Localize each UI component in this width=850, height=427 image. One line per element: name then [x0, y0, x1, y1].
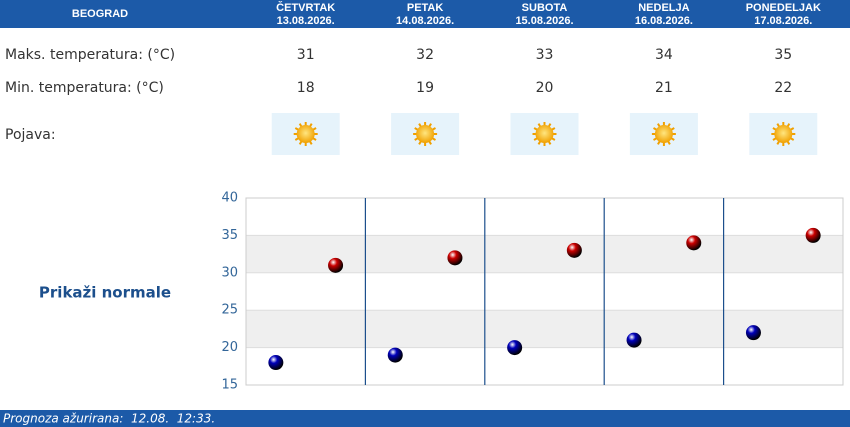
y-tick-label: 15: [221, 378, 238, 393]
max-temp: 33: [536, 47, 554, 63]
day-date: 16.08.2026.: [635, 15, 693, 27]
day-name: NEDELJA: [638, 2, 689, 14]
temp-dot: [745, 325, 761, 341]
band: [246, 235, 843, 273]
show-normals[interactable]: Prikaži normale: [39, 284, 171, 302]
sun-icon: [296, 125, 315, 143]
day-date: 13.08.2026.: [277, 15, 335, 27]
city: BEOGRAD: [72, 8, 128, 20]
footer-text: Prognoza ažurirana: 12.08. 12:33.: [3, 412, 215, 426]
day-date: 17.08.2026.: [754, 15, 812, 27]
sun-icon: [416, 125, 435, 143]
plot-frame: [245, 197, 844, 386]
temp-dot: [507, 340, 523, 356]
y-tick-label: 30: [221, 265, 238, 280]
day-name: PONEDELJAK: [746, 2, 821, 14]
max-temp: 35: [774, 47, 792, 63]
day-name: ČETVRTAK: [276, 1, 335, 14]
max-temp: 32: [416, 47, 434, 63]
y-tick-label: 40: [221, 191, 238, 206]
row-label: Min. temperatura: (°C): [5, 80, 164, 96]
temp-dot: [686, 235, 702, 251]
min-temp: 21: [655, 80, 673, 96]
sun-icon: [654, 125, 673, 143]
temp-dot: [387, 347, 403, 363]
day-date: 15.08.2026.: [515, 15, 573, 27]
temp-dot: [328, 257, 344, 273]
temp-dot: [805, 227, 821, 243]
temp-dot: [268, 355, 284, 371]
min-temp: 22: [774, 80, 792, 96]
temp-dot: [447, 250, 463, 266]
day-date: 14.08.2026.: [396, 15, 454, 27]
day-name: SUBOTA: [522, 2, 568, 14]
y-tick-label: 20: [221, 340, 238, 355]
row-label: Maks. temperatura: (°C): [5, 47, 175, 63]
band: [246, 310, 843, 348]
temp-dot: [626, 332, 642, 348]
temp-dot: [566, 242, 582, 258]
header-bar: [0, 0, 850, 28]
sun-icon: [774, 125, 793, 143]
min-temp: 19: [416, 80, 434, 96]
max-temp: 34: [655, 47, 673, 63]
max-temp: 31: [297, 47, 315, 63]
y-tick-label: 35: [221, 228, 238, 243]
y-tick-label: 25: [221, 303, 238, 318]
day-name: PETAK: [407, 2, 444, 14]
row-label: Pojava:: [5, 127, 56, 143]
footer-bar: [0, 410, 850, 427]
sun-icon: [535, 125, 554, 143]
min-temp: 18: [297, 80, 315, 96]
min-temp: 20: [536, 80, 554, 96]
